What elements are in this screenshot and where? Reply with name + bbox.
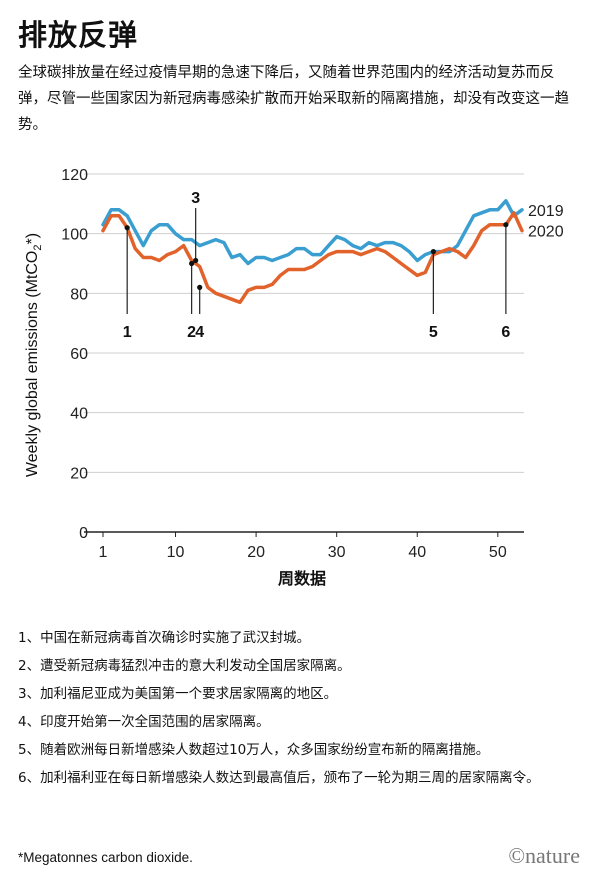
y-tick-labels: 0 20 40 60 80 100 120 <box>61 167 88 542</box>
footnote: *Megatonnes carbon dioxide. <box>18 850 193 865</box>
x-tick-label: 20 <box>247 544 265 561</box>
y-tick-label: 80 <box>70 286 88 303</box>
annotation-dot <box>430 248 436 255</box>
x-tick-label: 40 <box>408 544 426 561</box>
note-item: 6、加利福利亚在每日新增感染人数达到最高值后，颁布了一轮为期三周的居家隔离令。 <box>18 770 540 786</box>
note-item: 4、印度开始第一次全国范围的居家隔离。 <box>18 714 270 730</box>
x-tick-label: 1 <box>99 544 108 561</box>
series-lines <box>101 199 524 305</box>
x-axis-label: 周数据 <box>278 569 326 588</box>
y-tick-label: 40 <box>70 406 88 423</box>
series-line-2020 <box>101 211 524 305</box>
x-tick-label: 10 <box>167 544 185 561</box>
annotation-label: 4 <box>195 324 204 341</box>
note-item: 5、随着欧洲每日新增感染人数超过10万人，众多国家纷纷宣布新的隔离措施。 <box>18 742 490 758</box>
annotation-dot <box>193 257 199 264</box>
y-axis-label: Weekly global emissions (MtCO2*) <box>24 233 44 477</box>
series-labels: 2019 2020 <box>528 203 564 241</box>
annotation-dot <box>189 260 195 267</box>
y-tick-label: 100 <box>61 227 88 244</box>
note-item: 2、遭受新冠病毒猛烈冲击的意大利发动全国居家隔离。 <box>18 658 351 674</box>
series-label-2020: 2020 <box>528 224 564 241</box>
x-tick-labels: 1 10 20 30 40 50 <box>99 532 507 561</box>
annotation-label: 3 <box>191 190 200 207</box>
annotation-dot <box>197 284 203 290</box>
annotation-label: 5 <box>429 324 438 341</box>
note-item: 1、中国在新冠病毒首次确诊时实施了武汉封城。 <box>18 630 311 646</box>
annotations: 1 2 3 4 5 6 <box>123 190 511 341</box>
notes-list: 1、中国在新冠病毒首次确诊时实施了武汉封城。 2、遭受新冠病毒猛烈冲击的意大利发… <box>18 624 588 792</box>
page-title: 排放反弹 <box>18 18 139 52</box>
y-tick-label: 120 <box>61 167 88 184</box>
annotation-label: 2 <box>187 324 196 341</box>
nature-logo: ©nature <box>508 843 580 868</box>
y-tick-label: 20 <box>70 465 88 482</box>
grid-lines <box>84 173 524 533</box>
x-tick-label: 50 <box>489 544 507 561</box>
intro-text: 全球碳排放量在经过疫情早期的急速下降后，又随着世界范围内的经济活动复苏而反弹，尽… <box>18 65 569 133</box>
annotation-dot <box>124 225 130 231</box>
annotation-label: 1 <box>123 324 132 341</box>
y-tick-label: 0 <box>79 525 88 542</box>
note-item: 3、加利福尼亚成为美国第一个要求居家隔离的地区。 <box>18 686 338 702</box>
y-tick-label: 60 <box>70 346 88 363</box>
annotation-label: 6 <box>501 324 510 341</box>
series-label-2019: 2019 <box>528 203 564 220</box>
x-tick-label: 30 <box>328 544 346 561</box>
annotation-dot <box>503 222 509 228</box>
